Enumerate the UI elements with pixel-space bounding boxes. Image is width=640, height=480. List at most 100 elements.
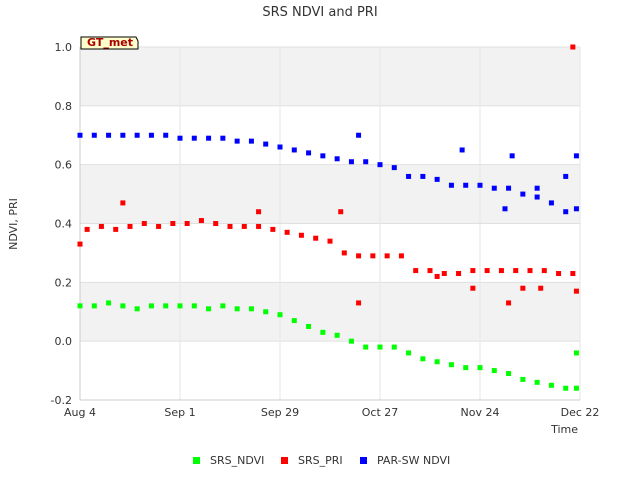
- x-tick-label: Sep 29: [261, 406, 299, 419]
- data-point: [502, 206, 508, 212]
- data-point: [477, 365, 483, 371]
- gt-met-badge: GT_met: [80, 36, 139, 50]
- data-point: [148, 303, 154, 309]
- data-point: [434, 359, 440, 365]
- data-point: [127, 223, 133, 229]
- data-point: [356, 253, 362, 259]
- data-point: [427, 268, 433, 274]
- data-point: [448, 182, 454, 188]
- data-point: [227, 223, 233, 229]
- data-point: [434, 273, 440, 279]
- x-axis-label: Time: [550, 423, 578, 436]
- data-points: [77, 44, 579, 391]
- grid-band: [80, 164, 580, 224]
- data-point: [77, 132, 83, 138]
- data-point: [334, 332, 340, 338]
- data-point: [256, 223, 262, 229]
- data-point: [470, 268, 476, 274]
- legend-item: SRS_NDVI: [193, 454, 264, 467]
- data-point: [198, 218, 204, 224]
- y-tick-label: 0.8: [55, 100, 73, 113]
- data-point: [106, 300, 112, 306]
- data-point: [91, 132, 97, 138]
- data-point: [356, 132, 362, 138]
- data-point: [420, 173, 426, 179]
- data-point: [548, 382, 554, 388]
- data-point: [534, 185, 540, 191]
- data-point: [491, 185, 497, 191]
- legend-item: PAR-SW NDVI: [360, 454, 450, 467]
- data-point: [491, 368, 497, 374]
- x-tick-label: Nov 24: [461, 406, 500, 419]
- grid-band: [80, 282, 580, 342]
- data-point: [363, 159, 369, 165]
- x-tick-label: Aug 4: [64, 406, 96, 419]
- data-point: [248, 138, 254, 144]
- badge-label: GT_met: [87, 36, 133, 49]
- y-tick-label: 0.0: [55, 335, 73, 348]
- data-point: [170, 221, 176, 226]
- data-point: [134, 306, 140, 312]
- data-point: [177, 303, 183, 309]
- data-point: [320, 329, 326, 335]
- data-point: [548, 200, 554, 206]
- data-point: [348, 159, 354, 165]
- data-point: [563, 173, 569, 179]
- data-point: [306, 323, 312, 329]
- data-point: [77, 241, 83, 247]
- x-tick-label: Dec 22: [561, 406, 600, 419]
- data-point: [263, 309, 269, 315]
- data-point: [291, 147, 297, 153]
- data-point: [509, 153, 515, 159]
- data-point: [534, 194, 540, 200]
- data-point: [220, 135, 226, 141]
- series-par-sw-ndvi: [77, 132, 579, 215]
- legend-label: PAR-SW NDVI: [377, 454, 450, 467]
- data-point: [527, 268, 533, 274]
- y-tick-label: 1.0: [55, 41, 73, 54]
- data-point: [256, 209, 262, 215]
- y-tick-label: 0.2: [55, 276, 73, 289]
- data-point: [448, 362, 454, 368]
- data-point: [284, 229, 290, 235]
- data-point: [506, 371, 512, 377]
- data-point: [363, 344, 369, 350]
- data-point: [277, 144, 283, 150]
- data-point: [413, 268, 419, 274]
- data-point: [520, 285, 526, 291]
- data-point: [441, 271, 447, 277]
- data-point: [320, 153, 326, 159]
- legend-swatch: [281, 457, 288, 464]
- data-point: [98, 223, 104, 229]
- data-point: [327, 238, 333, 244]
- data-point: [563, 385, 569, 391]
- data-point: [456, 271, 462, 277]
- data-point: [538, 285, 544, 291]
- grid-band: [80, 47, 580, 106]
- data-point: [191, 135, 197, 141]
- data-point: [84, 226, 90, 232]
- data-point: [520, 191, 526, 197]
- data-point: [91, 303, 97, 309]
- data-point: [470, 285, 476, 291]
- data-point: [120, 200, 126, 206]
- data-point: [163, 303, 169, 309]
- data-point: [573, 288, 579, 294]
- data-point: [477, 182, 483, 188]
- series-srs-ndvi: [77, 300, 579, 391]
- legend-swatch: [193, 457, 200, 464]
- data-point: [113, 226, 119, 232]
- legend: SRS_NDVI SRS_PRI PAR-SW NDVI: [193, 454, 450, 467]
- data-point: [241, 223, 247, 229]
- data-point: [270, 226, 276, 232]
- data-point: [484, 268, 490, 274]
- data-point: [513, 268, 519, 274]
- data-point: [156, 223, 162, 229]
- data-point: [556, 271, 562, 277]
- data-point: [341, 250, 347, 256]
- data-point: [541, 268, 547, 274]
- data-point: [298, 232, 304, 238]
- data-point: [573, 385, 579, 391]
- x-tick-label: Oct 27: [362, 406, 399, 419]
- data-point: [106, 132, 112, 138]
